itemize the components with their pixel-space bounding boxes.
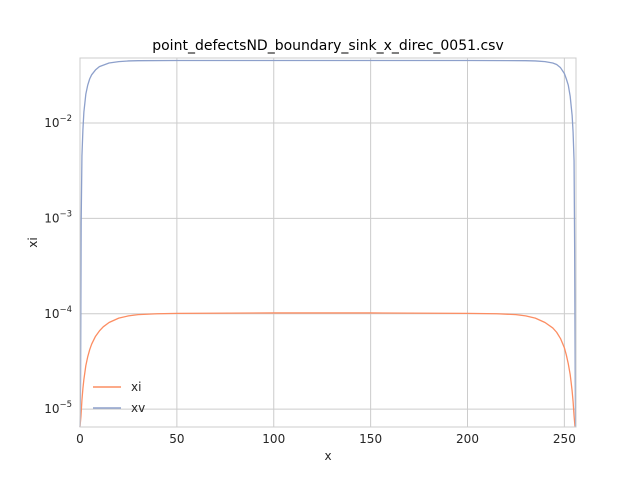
plot-area [80, 58, 576, 427]
legend-label-xi: xi [131, 380, 141, 394]
legend-label-xv: xv [131, 401, 145, 415]
y-tick-label: 10−5 [44, 400, 72, 416]
series-line-xi [79, 312, 576, 428]
y-tick-label: 10−4 [44, 305, 72, 321]
plot-frame [79, 57, 577, 428]
y-tick-label: 10−3 [44, 209, 72, 225]
x-tick-label: 200 [456, 432, 479, 446]
x-axis-label: x [324, 449, 331, 463]
y-tick-label: 10−2 [44, 114, 72, 130]
legend: xi xv [93, 380, 145, 415]
x-tick-label: 150 [359, 432, 382, 446]
series-line-xv [79, 59, 577, 428]
x-tick-label: 100 [262, 432, 285, 446]
y-axis-label: xi [26, 237, 40, 247]
x-tick-label: 50 [169, 432, 184, 446]
x-tick-labels: 0 50 100 150 200 250 [76, 432, 576, 446]
series-lines [79, 59, 577, 428]
x-tick-label: 250 [553, 432, 576, 446]
x-tick-label: 0 [76, 432, 84, 446]
chart-title: point_defectsND_boundary_sink_x_direc_00… [152, 38, 504, 54]
y-tick-labels: 10−5 10−4 10−3 10−2 [44, 114, 72, 416]
